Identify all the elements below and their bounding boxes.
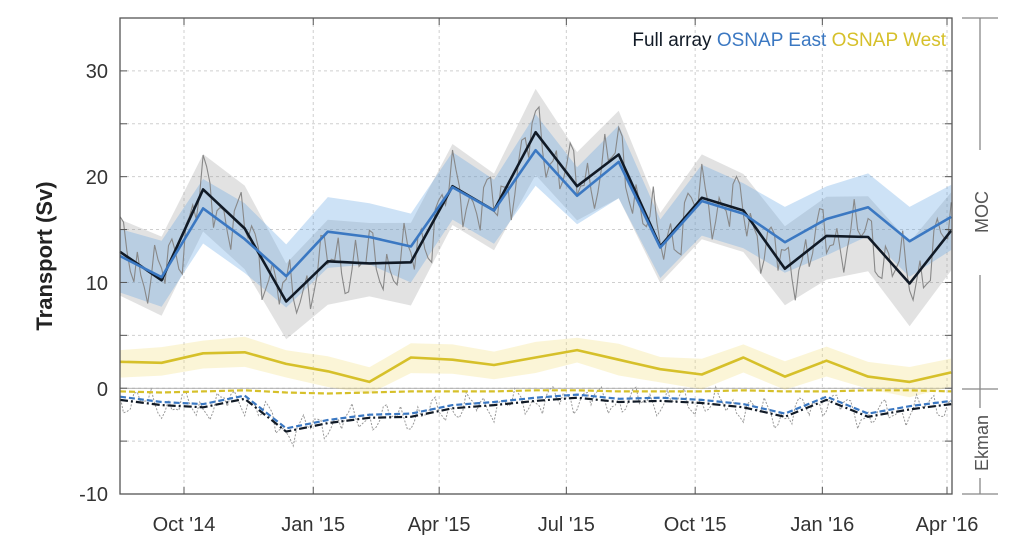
y-axis-label: Transport (Sv) bbox=[32, 181, 57, 330]
moc-label: MOC bbox=[972, 191, 992, 233]
uncertainty-bands bbox=[120, 88, 952, 398]
x-tick-label: Jan '16 bbox=[790, 514, 854, 536]
osnap-east-moc-uncertainty-band bbox=[120, 114, 952, 308]
y-tick-label: -10 bbox=[79, 484, 108, 506]
y-tick-labels: -10 0 10 20 30 bbox=[79, 61, 108, 506]
legend-full-array: Full array bbox=[632, 30, 712, 51]
full-array-moc-daily-trace bbox=[119, 105, 952, 315]
x-tick-label: Jan '15 bbox=[281, 514, 345, 536]
axes bbox=[119, 17, 953, 495]
series-lines bbox=[119, 130, 953, 433]
daily-traces bbox=[119, 105, 952, 448]
osnap-west-ekman-line bbox=[119, 389, 952, 395]
side-brackets bbox=[962, 17, 998, 495]
plot-frame bbox=[119, 17, 953, 495]
legend-osnap-west: OSNAP West bbox=[832, 30, 947, 51]
x-tick-labels: Oct '14 Jan '15 Apr '15 Jul '15 Oct '15 … bbox=[153, 514, 979, 536]
osnap-west-moc-uncertainty-band bbox=[120, 336, 952, 398]
full-array-ekman-line bbox=[119, 396, 952, 433]
y-tick-label: 30 bbox=[86, 61, 108, 83]
ekman-label: Ekman bbox=[972, 415, 992, 471]
x-tick-label: Jul '15 bbox=[538, 514, 595, 536]
x-tick-label: Apr '16 bbox=[916, 514, 979, 536]
y-tick-label: 20 bbox=[86, 167, 108, 189]
y-tick-label: 0 bbox=[97, 379, 108, 401]
x-tick-label: Apr '15 bbox=[408, 514, 471, 536]
full-array-moc-uncertainty-band bbox=[120, 88, 952, 340]
osnap-east-ekman-line bbox=[119, 393, 952, 430]
x-tick-label: Oct '14 bbox=[153, 514, 216, 536]
legend-osnap-east: OSNAP East bbox=[717, 30, 827, 51]
legend: Full array OSNAP East OSNAP West bbox=[632, 30, 946, 51]
x-tick-label: Oct '15 bbox=[664, 514, 727, 536]
full-array-ekman-daily-trace bbox=[119, 385, 952, 448]
y-tick-label: 10 bbox=[86, 273, 108, 295]
